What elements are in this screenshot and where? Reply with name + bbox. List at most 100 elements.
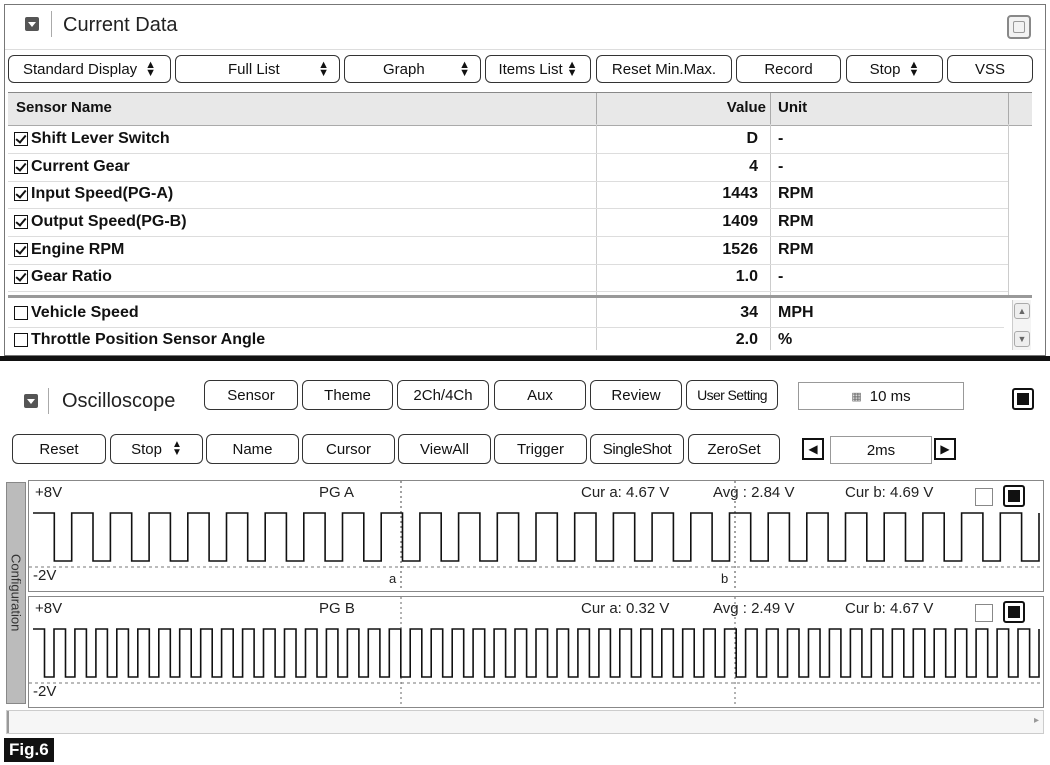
unit-cell: RPM	[778, 241, 814, 258]
scroll-right-icon[interactable]: ▸	[1033, 715, 1039, 726]
channel-mode-button[interactable]: 2Ch/4Ch	[397, 380, 489, 410]
sample-rate-display[interactable]: ▦ 10 ms	[798, 382, 964, 410]
sensor-table-header: Sensor Name Value Unit	[8, 92, 1032, 126]
unit-cell: -	[778, 158, 784, 175]
sensor-name-cell: Current Gear	[14, 158, 130, 176]
current-data-title: Current Data	[63, 14, 178, 36]
sensor-name-cell: Engine RPM	[14, 241, 124, 259]
reset-minmax-label: Reset Min.Max.	[611, 60, 717, 78]
waveform-trace	[33, 628, 1040, 678]
graph-select[interactable]: Graph ▲ ▼	[344, 55, 481, 83]
checkbox-unchecked[interactable]	[14, 306, 28, 320]
checkbox-checked[interactable]	[14, 132, 28, 146]
sample-rate-value: 10 ms	[869, 387, 911, 405]
sensor-name: Throttle Position Sensor Angle	[31, 331, 266, 348]
cursor-button[interactable]: Cursor	[302, 434, 395, 464]
column-divider	[770, 93, 771, 125]
table-row[interactable]: Gear Ratio 1.0 -	[8, 264, 1008, 292]
table-row[interactable]: Vehicle Speed 34 MPH	[8, 300, 1004, 328]
collapse-icon[interactable]	[24, 394, 38, 408]
dropdown-icon: ▲ ▼	[908, 59, 920, 79]
singleshot-button[interactable]: SingleShot	[590, 434, 684, 464]
graph-label: Graph	[383, 60, 425, 78]
zeroset-button[interactable]: ZeroSet	[688, 434, 780, 464]
sensor-name-cell: Input Speed(PG-A)	[14, 185, 173, 203]
unit-cell: MPH	[778, 304, 814, 321]
stop-select[interactable]: Stop ▲ ▼	[110, 434, 203, 464]
value-cell: 1409	[722, 213, 758, 230]
stop-select[interactable]: Stop ▲ ▼	[846, 55, 943, 83]
oscilloscope-scrollbar[interactable]: ▸	[6, 710, 1044, 734]
channel-toggle-icon[interactable]	[1012, 388, 1034, 410]
reset-button[interactable]: Reset	[12, 434, 106, 464]
value-cell: 4	[749, 158, 758, 175]
user-setting-button[interactable]: User Setting	[686, 380, 778, 410]
vss-button[interactable]: VSS	[947, 55, 1033, 83]
title-divider	[48, 388, 49, 414]
time-decrease-icon[interactable]: ◀	[802, 438, 824, 460]
cursor-a-marker[interactable]: a	[389, 571, 397, 586]
table-scrollbar[interactable]: ▲ ▼	[1012, 300, 1031, 350]
fixed-rows-separator	[8, 295, 1032, 298]
panel-divider[interactable]	[0, 356, 1050, 361]
channel-min-label: -2V	[33, 683, 57, 700]
unit-cell: -	[778, 130, 784, 147]
figure-label: Fig.6	[4, 738, 54, 762]
channel-checkbox[interactable]	[975, 488, 993, 506]
items-list-select[interactable]: Items List ▲ ▼	[485, 55, 591, 83]
title-divider	[51, 11, 52, 37]
viewall-button[interactable]: ViewAll	[398, 434, 491, 464]
reset-minmax-button[interactable]: Reset Min.Max.	[596, 55, 732, 83]
standard-display-select[interactable]: Standard Display ▲ ▼	[8, 55, 171, 83]
table-row[interactable]: Throttle Position Sensor Angle 2.0 %	[8, 327, 1004, 350]
maximize-icon[interactable]	[1007, 15, 1031, 39]
unit-cell: %	[778, 331, 793, 348]
name-button[interactable]: Name	[206, 434, 299, 464]
table-row[interactable]: Input Speed(PG-A) 1443 RPM	[8, 181, 1008, 209]
record-button[interactable]: Record	[736, 55, 841, 83]
cursor-b-marker[interactable]: b	[721, 571, 729, 586]
review-button[interactable]: Review	[590, 380, 682, 410]
channel-color-icon[interactable]	[1003, 601, 1025, 623]
table-row[interactable]: Output Speed(PG-B) 1409 RPM	[8, 209, 1008, 237]
column-divider	[770, 124, 771, 350]
sensor-name: Current Gear	[31, 158, 130, 175]
checkbox-checked[interactable]	[14, 160, 28, 174]
value-header[interactable]: Value	[726, 99, 766, 116]
unit-cell: RPM	[778, 213, 814, 230]
sensor-name: Gear Ratio	[31, 268, 112, 285]
sensor-button[interactable]: Sensor	[204, 380, 298, 410]
dropdown-icon: ▲ ▼	[459, 59, 470, 79]
sensor-name-header[interactable]: Sensor Name	[16, 99, 112, 116]
theme-button[interactable]: Theme	[302, 380, 393, 410]
channel-checkbox[interactable]	[975, 604, 993, 622]
scroll-down-icon[interactable]: ▼	[1014, 331, 1030, 347]
aux-button[interactable]: Aux	[494, 380, 586, 410]
sensor-name-cell: Throttle Position Sensor Angle	[14, 331, 265, 349]
sensor-name-cell: Gear Ratio	[14, 268, 112, 286]
scroll-thumb[interactable]	[7, 711, 9, 733]
table-row[interactable]: Current Gear 4 -	[8, 154, 1008, 182]
header-divider	[5, 49, 1045, 50]
full-list-select[interactable]: Full List ▲ ▼	[175, 55, 340, 83]
trigger-button[interactable]: Trigger	[494, 434, 587, 464]
table-row[interactable]: Engine RPM 1526 RPM	[8, 237, 1008, 265]
channel-color-icon[interactable]	[1003, 485, 1025, 507]
checkbox-checked[interactable]	[14, 187, 28, 201]
table-row[interactable]: Shift Lever Switch D -	[8, 126, 1008, 154]
cursor-a-value: Cur a: 0.32 V	[581, 600, 670, 617]
time-increase-icon[interactable]: ▶	[934, 438, 956, 460]
checkbox-checked[interactable]	[14, 243, 28, 257]
collapse-icon[interactable]	[25, 17, 39, 31]
checkbox-unchecked[interactable]	[14, 333, 28, 347]
dropdown-icon: ▲ ▼	[171, 439, 182, 458]
unit-header[interactable]: Unit	[778, 99, 808, 116]
channel-min-label: -2V	[33, 567, 57, 584]
checkbox-checked[interactable]	[14, 270, 28, 284]
configuration-tab[interactable]: Configuration	[6, 482, 26, 704]
scroll-up-icon[interactable]: ▲	[1014, 303, 1030, 319]
column-divider	[596, 93, 597, 125]
channel-max-label: +8V	[35, 484, 63, 501]
time-div-display: 2ms	[830, 436, 932, 464]
checkbox-checked[interactable]	[14, 215, 28, 229]
